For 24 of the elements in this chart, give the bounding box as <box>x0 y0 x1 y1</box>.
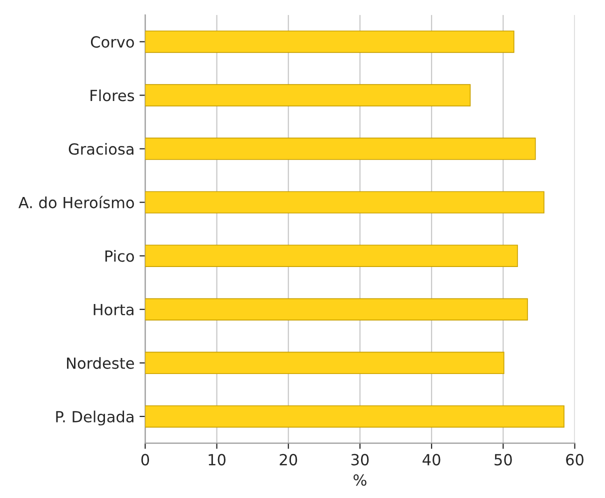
y-tick-label: Corvo <box>90 36 134 48</box>
y-tick-label: A. do Heroísmo <box>18 196 134 208</box>
y-tick-label: Graciosa <box>68 142 134 155</box>
bar <box>145 405 564 428</box>
x-tick-label: 50 <box>494 454 512 466</box>
bar <box>145 138 536 160</box>
y-tick-label: Pico <box>105 250 134 262</box>
x-tick-label: 10 <box>208 454 226 466</box>
x-axis-title: % <box>354 474 366 486</box>
bar <box>145 352 504 374</box>
y-tick-label: P. Delgada <box>56 410 134 426</box>
x-tick-label: 30 <box>351 454 369 466</box>
x-tick-label: 20 <box>280 454 298 466</box>
y-tick-label: Nordeste <box>67 357 134 369</box>
bar <box>145 191 544 214</box>
bar <box>145 298 528 321</box>
x-tick-label: 0 <box>141 454 150 466</box>
y-tick-label: Flores <box>90 89 134 102</box>
x-tick-label: 40 <box>422 454 440 466</box>
y-tick-label: Horta <box>94 304 134 316</box>
bar <box>145 30 514 53</box>
bar <box>145 244 518 267</box>
bar <box>145 84 471 106</box>
x-tick-label: 60 <box>566 454 584 466</box>
